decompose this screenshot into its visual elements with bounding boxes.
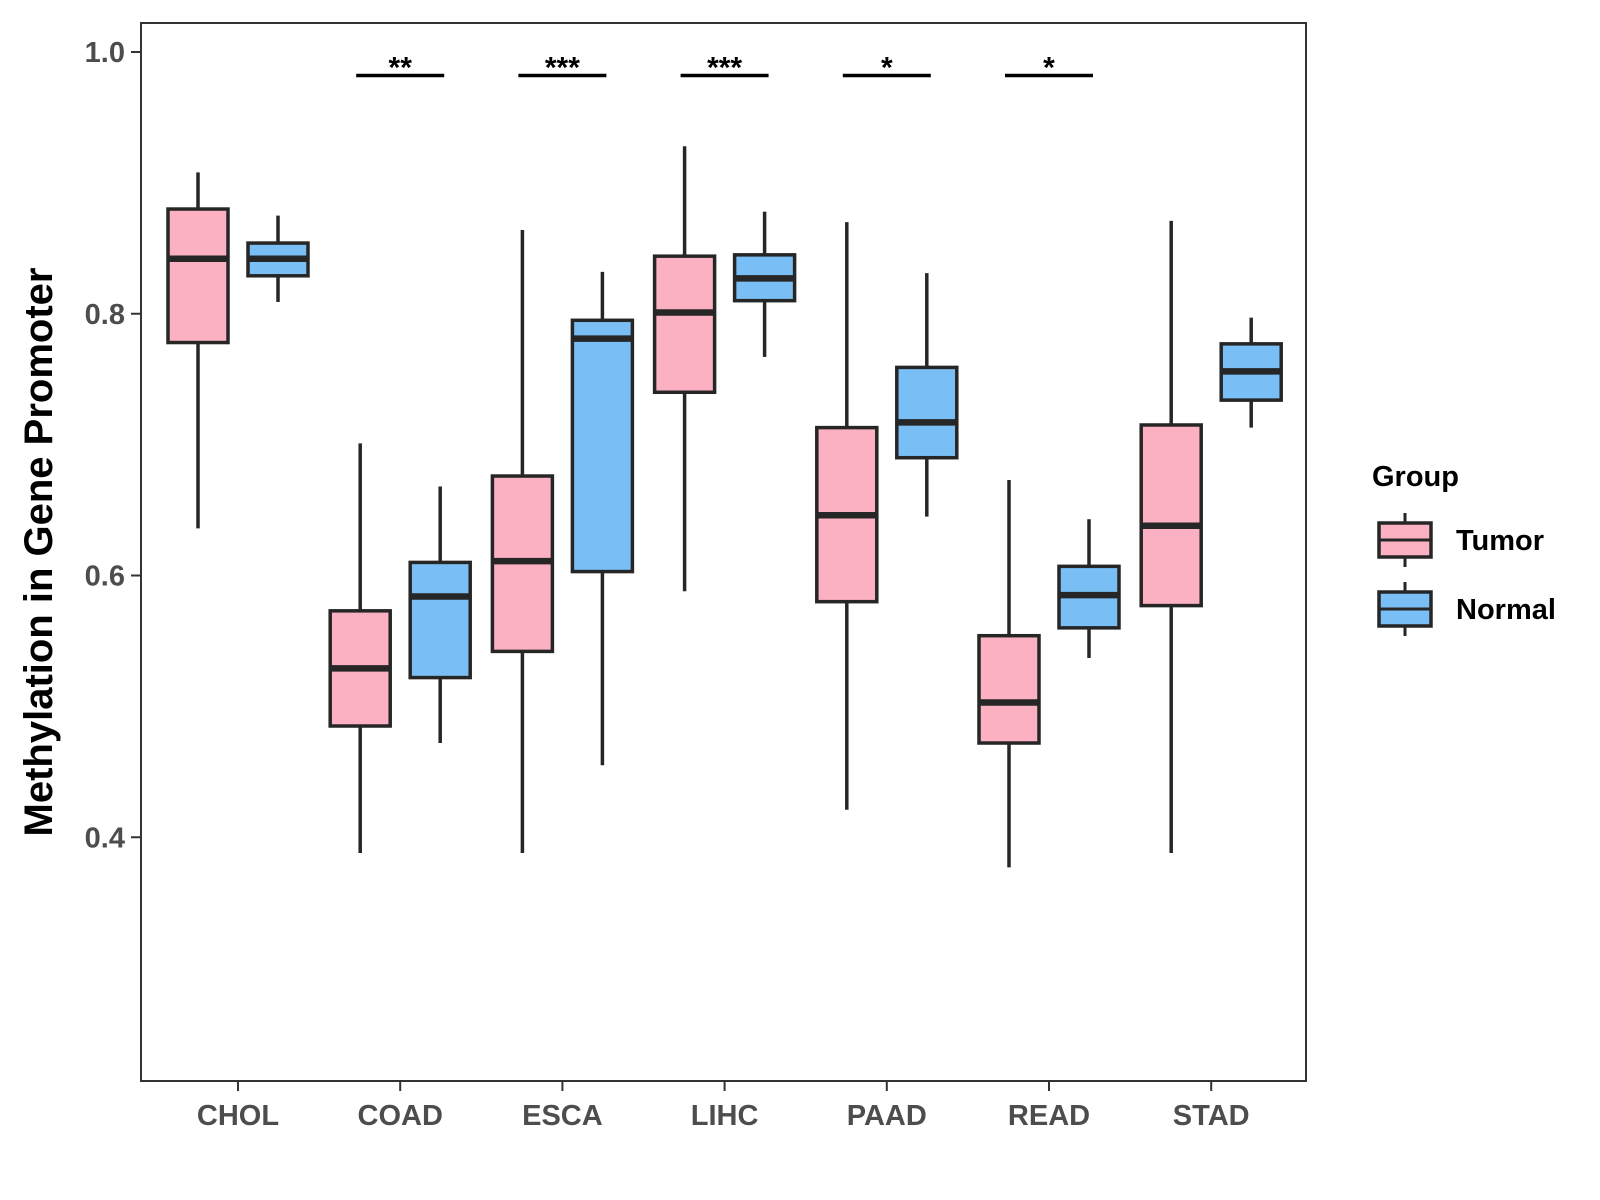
- significance-paad: *: [842, 52, 931, 85]
- significance-layer: ** *** *** * *: [356, 52, 1093, 85]
- normal-box-stad: [1219, 317, 1283, 428]
- tumor-box-coad: [328, 443, 392, 853]
- y-tick-label: 0.6: [85, 561, 125, 593]
- normal-box-esca: [570, 271, 635, 766]
- x-tick-label: COAD: [358, 1100, 443, 1132]
- iqr-box: [1139, 423, 1203, 608]
- tumor-box-esca: [490, 229, 555, 853]
- iqr-box: [895, 365, 959, 460]
- iqr-box: [408, 560, 472, 680]
- significance-label: ***: [545, 52, 580, 85]
- tumor-box-chol: [166, 172, 230, 529]
- tumor-box-paad: [815, 222, 879, 810]
- x-tick-label: CHOL: [197, 1100, 279, 1132]
- significance-label: *: [1043, 52, 1055, 85]
- x-tick-label: STAD: [1173, 1100, 1250, 1132]
- legend-item-normal: Normal: [1377, 582, 1556, 636]
- significance-label: ***: [707, 52, 742, 85]
- x-tick-label: LIHC: [691, 1100, 759, 1132]
- iqr-box: [166, 207, 230, 345]
- x-axis: CHOL COAD ESCA LIHC PAAD READ STAD: [197, 1081, 1250, 1132]
- y-axis-title: Methylation in Gene Promoter: [17, 268, 61, 837]
- x-tick-label: READ: [1008, 1100, 1090, 1132]
- legend-item-tumor: Tumor: [1377, 513, 1544, 567]
- tumor-box-stad: [1139, 220, 1203, 853]
- iqr-box: [977, 633, 1041, 745]
- significance-read: *: [1005, 52, 1093, 85]
- normal-box-paad: [895, 273, 959, 517]
- normal-box-coad: [408, 486, 472, 744]
- x-tick-label: PAAD: [847, 1100, 927, 1132]
- y-tick-label: 0.8: [85, 299, 125, 331]
- box-layer: [166, 146, 1283, 868]
- legend-label: Normal: [1456, 594, 1556, 626]
- significance-esca: ***: [518, 52, 607, 85]
- legend-label: Tumor: [1456, 525, 1544, 557]
- significance-label: *: [881, 52, 893, 85]
- legend-title: Group: [1372, 461, 1459, 493]
- iqr-box: [570, 318, 635, 574]
- x-tick-label: ESCA: [522, 1100, 603, 1132]
- iqr-box: [652, 254, 717, 395]
- y-axis: 0.4 0.6 0.8 1.0: [85, 37, 141, 854]
- plot-panel: [140, 22, 1307, 1082]
- tumor-box-lihc: [652, 146, 717, 592]
- normal-box-chol: [246, 215, 310, 302]
- significance-coad: **: [356, 52, 445, 85]
- y-tick-label: 1.0: [85, 37, 125, 69]
- significance-label: **: [389, 52, 413, 85]
- normal-box-read: [1057, 519, 1121, 658]
- normal-box-lihc: [732, 211, 797, 357]
- significance-lihc: ***: [680, 52, 769, 85]
- y-tick-label: 0.4: [85, 822, 125, 854]
- tumor-box-read: [977, 479, 1041, 868]
- legend: Group Tumor Normal: [1372, 461, 1556, 636]
